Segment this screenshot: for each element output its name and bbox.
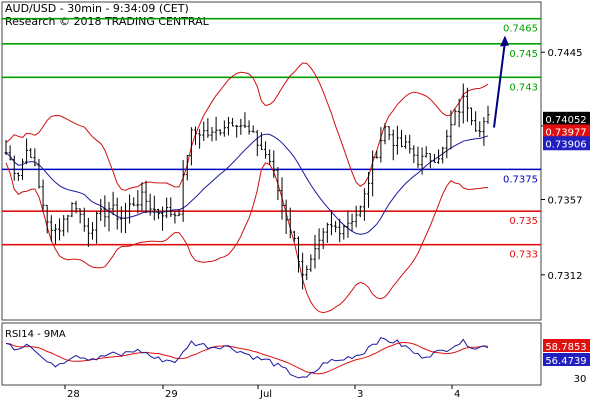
rsi-value-label-1: 56.4739 (545, 356, 586, 367)
price-tag-label-2: 0.73906 (545, 139, 586, 150)
level-label-0: 0.7465 (503, 24, 538, 35)
x-tick-label-4: 4 (454, 389, 460, 400)
x-tick-label-3: 3 (357, 389, 363, 400)
x-tick-label-2: Jul (259, 389, 272, 400)
moving-average (5, 133, 489, 235)
level-label-2: 0.743 (509, 82, 538, 93)
price-tag-0 (543, 111, 590, 126)
forecast-arrow-shaft (493, 41, 506, 128)
level-label-1: 0.745 (509, 49, 538, 60)
rsi-line (5, 336, 489, 379)
main-plot-frame (1, 1, 542, 321)
price-axis: 0.74450.74010.73570.73120.740520.739770.… (541, 48, 590, 282)
x-tick-label-1: 29 (165, 389, 178, 400)
forecast-arrow (493, 35, 509, 128)
chart-copyright: Research © 2018 TRADING CENTRAL (5, 15, 210, 28)
time-axis: 28 29 Jul 3 4 (64, 385, 460, 400)
rsi-value-tag-1 (543, 353, 590, 366)
price-tag-label-0: 0.74052 (545, 115, 586, 126)
chart-title: AUD/USD - 30min - 9:34:09 (CET) (5, 2, 189, 15)
level-label-3: 0.7375 (503, 174, 538, 185)
rsi-ma-line (5, 341, 489, 375)
x-tick-label-0: 28 (67, 389, 80, 400)
level-lines: 0.7465 0.745 0.743 0.7375 0.735 0.733 (2, 17, 541, 261)
y-tick-label-2: 0.7357 (548, 195, 583, 206)
price-tag-2 (543, 136, 590, 151)
bollinger-lower (5, 162, 489, 314)
bollinger-bands (5, 62, 489, 314)
rsi-panel: 30 58.7853 56.4739 (5, 336, 590, 385)
bollinger-upper (5, 62, 489, 191)
rsi-value-tag-0 (543, 339, 590, 352)
y-tick-label-0: 0.7445 (548, 48, 583, 59)
price-tag-1 (543, 124, 590, 139)
rsi-tick-label-0: 30 (574, 374, 587, 385)
forecast-arrow-head (500, 35, 509, 47)
price-tag-label-1: 0.73977 (545, 127, 586, 138)
rsi-value-label-0: 58.7853 (545, 342, 586, 353)
y-tick-label-3: 0.7312 (548, 271, 583, 282)
rsi-plot-frame (1, 322, 542, 386)
level-label-5: 0.733 (509, 250, 538, 261)
candlesticks (4, 83, 490, 290)
level-label-4: 0.735 (509, 216, 538, 227)
rsi-title: RSI14 - 9MA (5, 329, 66, 340)
